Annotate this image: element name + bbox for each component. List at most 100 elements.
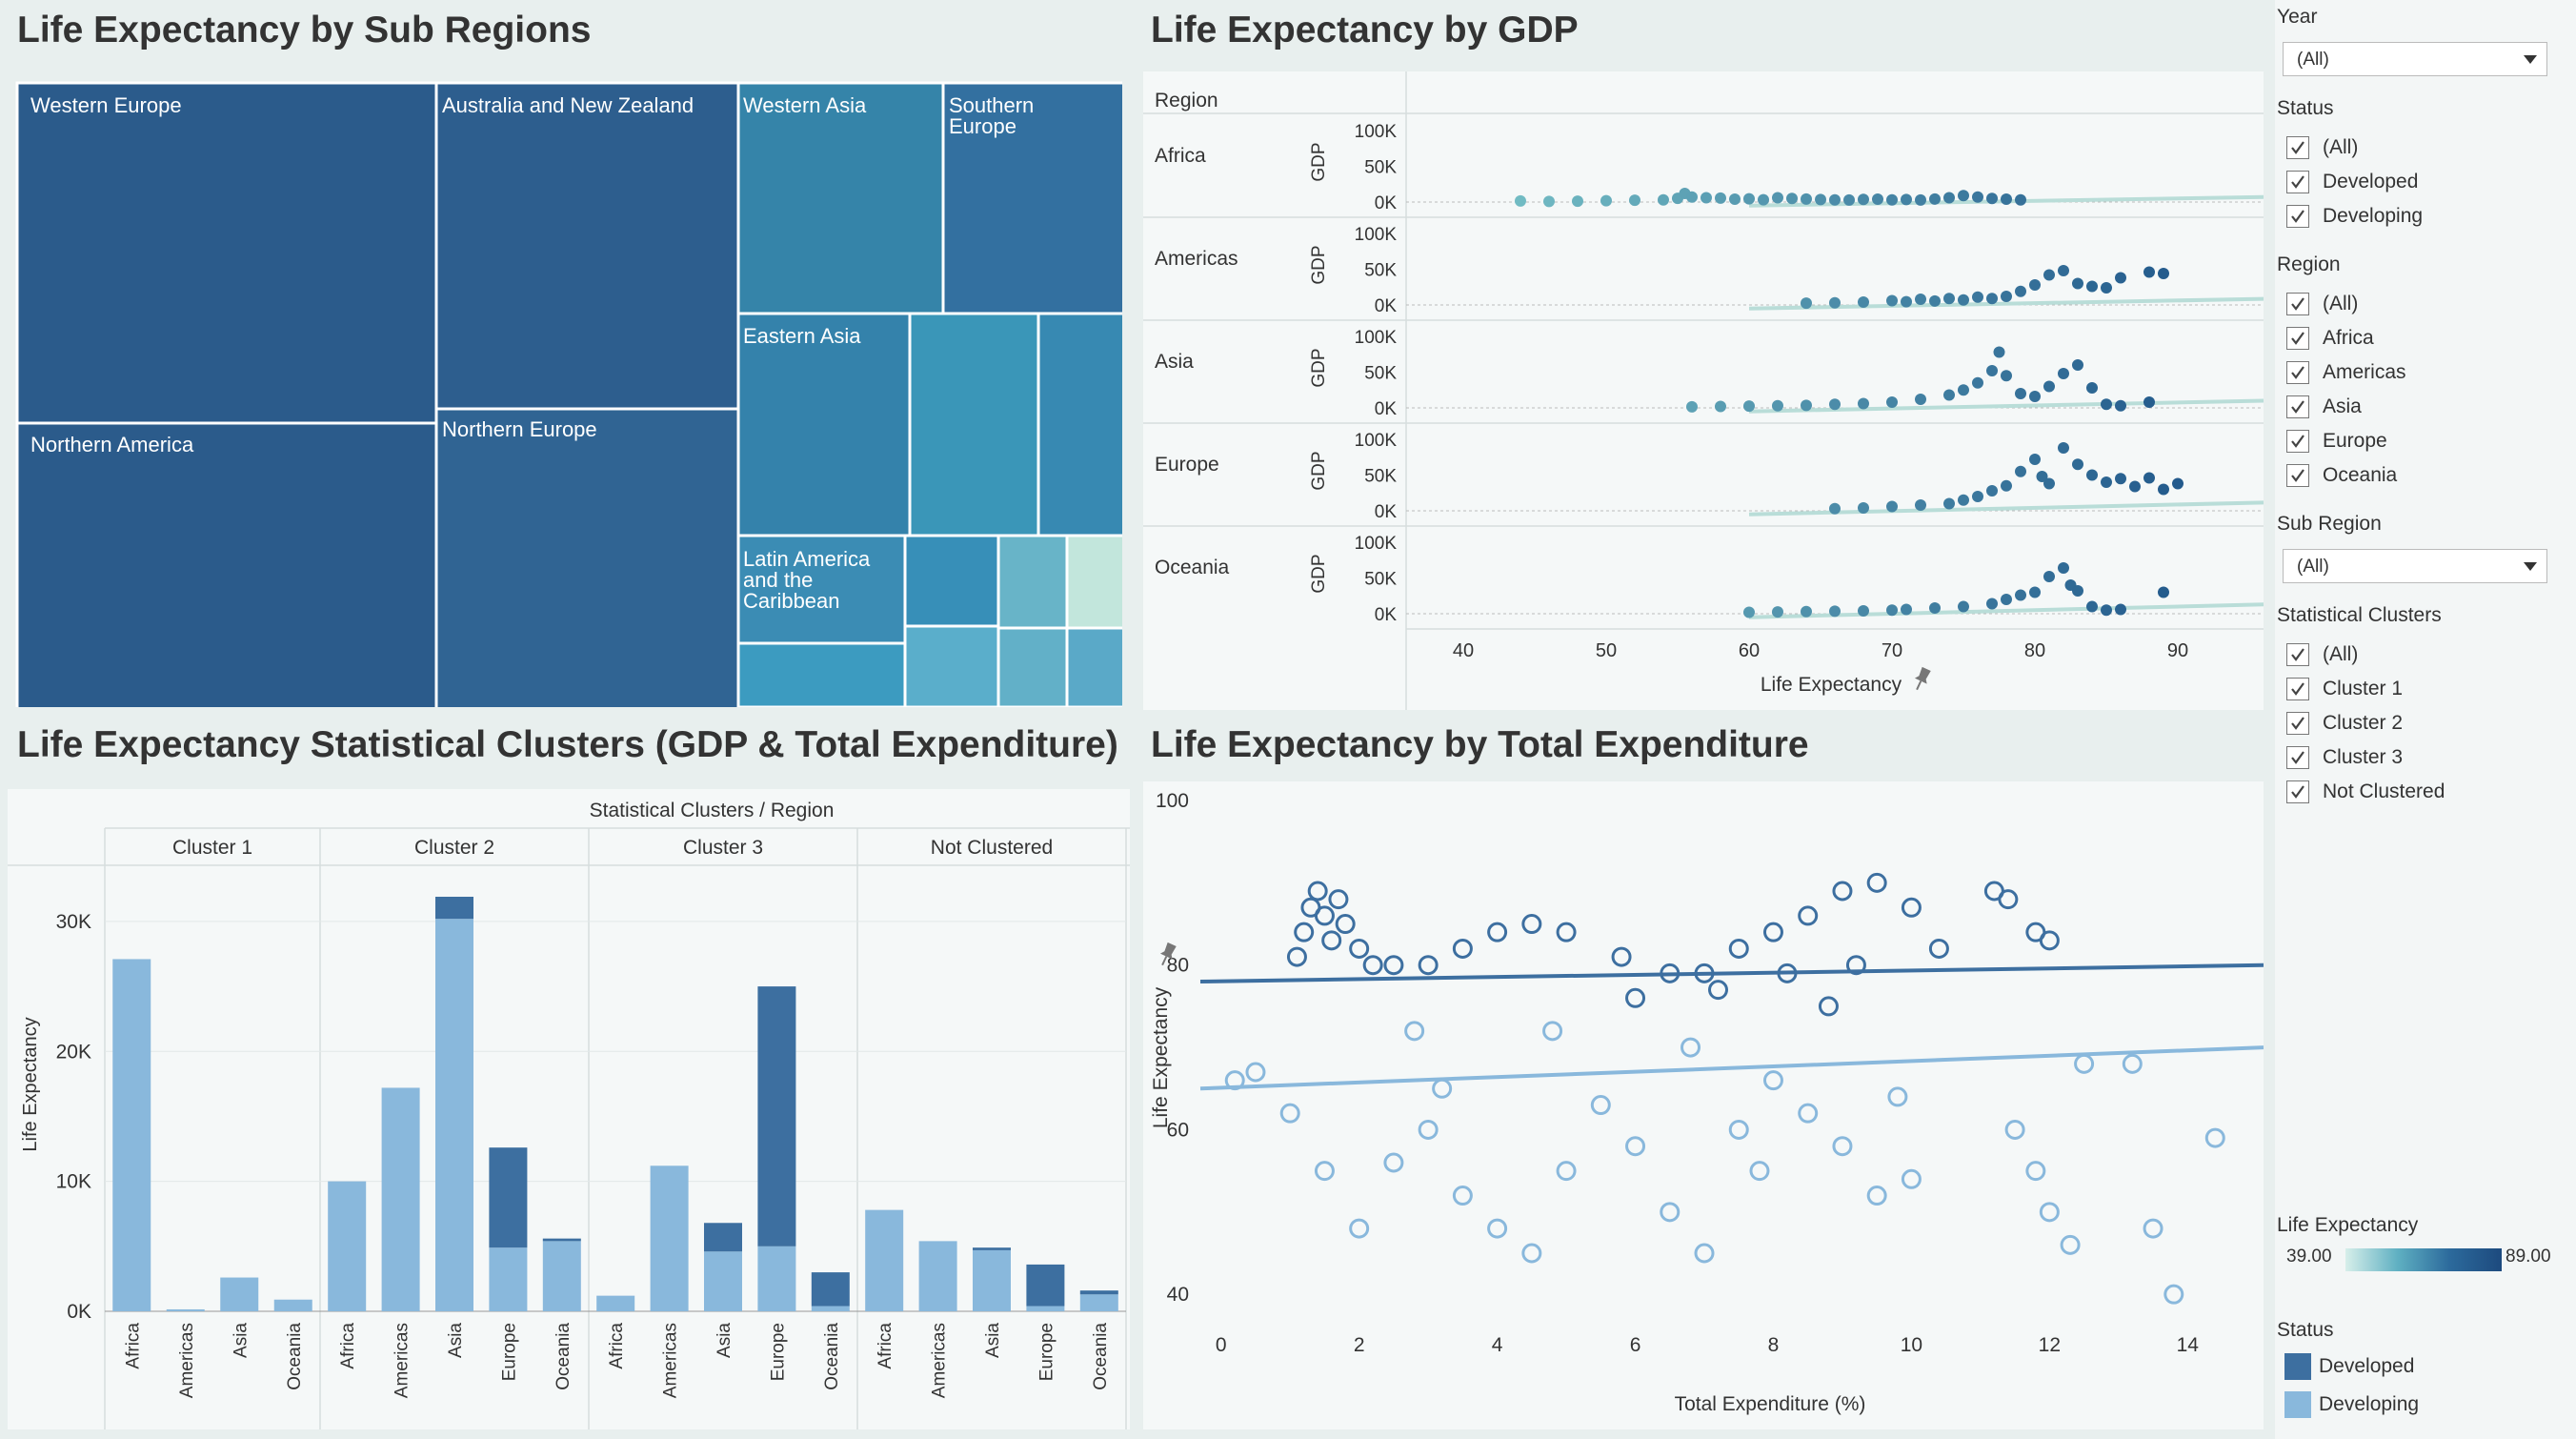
- bar-developing[interactable]: [865, 1209, 904, 1311]
- gdp-point[interactable]: [1829, 398, 1841, 411]
- bar-developing[interactable]: [435, 919, 473, 1311]
- gdp-point[interactable]: [1958, 294, 1969, 306]
- treemap-cell[interactable]: [434, 81, 740, 411]
- developing-point[interactable]: [1452, 1186, 1473, 1206]
- developed-point[interactable]: [1928, 938, 1949, 959]
- developed-point[interactable]: [1349, 938, 1370, 959]
- region-checkbox[interactable]: Asia: [2286, 393, 2563, 421]
- cluster-checkbox[interactable]: (All): [2286, 640, 2563, 669]
- bar-developing[interactable]: [811, 1306, 850, 1311]
- gdp-point[interactable]: [1943, 389, 1955, 401]
- gdp-point[interactable]: [1515, 194, 1526, 207]
- cluster-checkbox[interactable]: Cluster 2: [2286, 709, 2563, 738]
- gdp-point[interactable]: [1929, 602, 1941, 614]
- gdp-point[interactable]: [2143, 396, 2155, 408]
- bar-developing[interactable]: [489, 1247, 528, 1311]
- bar-developing[interactable]: [650, 1165, 689, 1311]
- gdp-point[interactable]: [2058, 368, 2069, 379]
- treemap-cell[interactable]: [15, 421, 438, 785]
- gdp-point[interactable]: [2036, 471, 2048, 482]
- developed-point[interactable]: [1866, 872, 1887, 893]
- gdp-point[interactable]: [1729, 193, 1741, 205]
- developed-point[interactable]: [1362, 955, 1383, 976]
- developing-point[interactable]: [1798, 1103, 1819, 1124]
- gdp-point[interactable]: [2115, 603, 2126, 616]
- treemap-cell[interactable]: [736, 312, 912, 537]
- gdp-point[interactable]: [1986, 193, 1998, 205]
- developed-point[interactable]: [1625, 987, 1646, 1008]
- bar-developing[interactable]: [1079, 1294, 1118, 1311]
- developed-point[interactable]: [1832, 881, 1853, 902]
- gdp-point[interactable]: [2001, 370, 2012, 382]
- gdp-point[interactable]: [1972, 376, 1983, 389]
- region-checkbox[interactable]: Europe: [2286, 427, 2563, 456]
- gdp-point[interactable]: [2158, 586, 2169, 598]
- cluster-checkbox[interactable]: Cluster 1: [2286, 675, 2563, 703]
- sub-region-dropdown[interactable]: (All): [2283, 549, 2547, 583]
- gdp-point[interactable]: [1886, 193, 1898, 206]
- gdp-point[interactable]: [1801, 605, 1812, 618]
- developed-point[interactable]: [1321, 930, 1342, 951]
- gdp-point[interactable]: [1829, 605, 1841, 618]
- bar-developing[interactable]: [918, 1241, 957, 1311]
- gdp-point[interactable]: [2001, 193, 2012, 205]
- developing-point[interactable]: [1383, 1152, 1404, 1173]
- gdp-point[interactable]: [1843, 193, 1855, 206]
- developed-point[interactable]: [2039, 930, 2060, 951]
- gdp-point[interactable]: [1886, 500, 1898, 513]
- gdp-point[interactable]: [1986, 293, 1998, 305]
- developed-point[interactable]: [1818, 996, 1839, 1017]
- pin-icon[interactable]: [1911, 666, 1933, 693]
- gdp-point[interactable]: [1686, 191, 1698, 203]
- treemap-cell[interactable]: [996, 626, 1069, 709]
- developing-point[interactable]: [1887, 1086, 1908, 1107]
- gdp-point[interactable]: [1858, 397, 1869, 410]
- bar-developed[interactable]: [435, 897, 473, 920]
- developed-point[interactable]: [1556, 922, 1577, 942]
- bar-developed[interactable]: [1026, 1264, 1065, 1307]
- gdp-point[interactable]: [1743, 193, 1755, 205]
- gdp-point[interactable]: [1701, 192, 1712, 204]
- gdp-point[interactable]: [1943, 192, 1955, 204]
- gdp-point[interactable]: [1915, 193, 1926, 206]
- treemap-cell[interactable]: [434, 407, 740, 785]
- gdp-point[interactable]: [1901, 603, 1912, 616]
- bar-developing[interactable]: [973, 1249, 1011, 1311]
- gdp-point[interactable]: [2115, 272, 2126, 284]
- gdp-point[interactable]: [2001, 479, 2012, 492]
- gdp-point[interactable]: [1786, 193, 1798, 205]
- developed-point[interactable]: [1901, 897, 1922, 918]
- gdp-point[interactable]: [1986, 365, 1998, 376]
- gdp-point[interactable]: [2058, 265, 2069, 276]
- developed-point[interactable]: [1798, 905, 1819, 926]
- gdp-point[interactable]: [2015, 465, 2026, 477]
- bar-developing[interactable]: [596, 1295, 635, 1311]
- gdp-point[interactable]: [2015, 193, 2026, 206]
- bar-developed[interactable]: [489, 1147, 528, 1248]
- gdp-point[interactable]: [1986, 485, 1998, 497]
- region-checkbox[interactable]: Africa: [2286, 324, 2563, 353]
- gdp-point[interactable]: [1801, 193, 1812, 205]
- gdp-point[interactable]: [2043, 571, 2055, 582]
- gdp-point[interactable]: [1715, 400, 1726, 413]
- developing-point[interactable]: [1680, 1037, 1701, 1058]
- treemap-cell[interactable]: [15, 81, 438, 425]
- gdp-point[interactable]: [2086, 600, 2098, 613]
- developing-point[interactable]: [1542, 1021, 1563, 1042]
- gdp-point[interactable]: [2158, 483, 2169, 496]
- gdp-point[interactable]: [1801, 399, 1812, 412]
- gdp-point[interactable]: [1993, 346, 2005, 358]
- gdp-point[interactable]: [1901, 193, 1912, 206]
- developed-point[interactable]: [1487, 922, 1508, 942]
- region-checkbox[interactable]: (All): [2286, 290, 2563, 318]
- bar-developing[interactable]: [220, 1277, 259, 1311]
- gdp-point[interactable]: [2029, 586, 2041, 598]
- developed-point[interactable]: [1307, 881, 1328, 902]
- gdp-point[interactable]: [1929, 294, 1941, 307]
- gdp-point[interactable]: [2101, 604, 2112, 617]
- bar-developed[interactable]: [1079, 1290, 1118, 1295]
- developing-point[interactable]: [1660, 1202, 1680, 1223]
- developing-point[interactable]: [1314, 1161, 1335, 1182]
- developing-point[interactable]: [2004, 1119, 2025, 1140]
- bar-developing[interactable]: [542, 1241, 581, 1311]
